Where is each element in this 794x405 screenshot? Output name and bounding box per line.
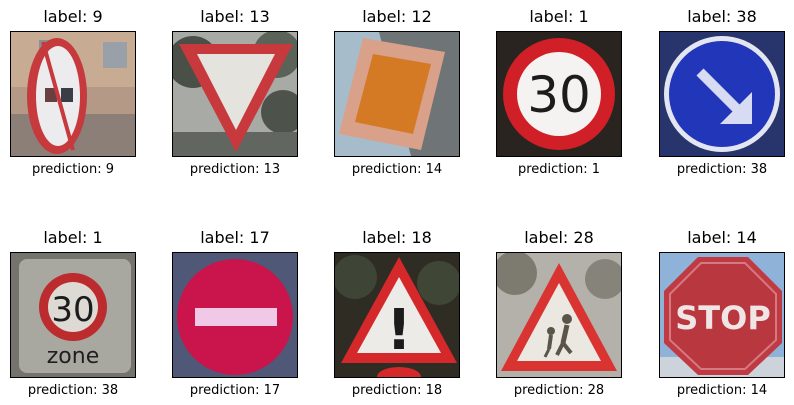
- true-label: label: 38: [687, 7, 757, 26]
- prediction-label: prediction: 17: [189, 383, 281, 398]
- prediction-label: prediction: 38: [27, 383, 119, 398]
- true-label: label: 9: [43, 7, 103, 26]
- sign-image: [496, 252, 622, 378]
- general-caution-sign-icon: !: [335, 253, 459, 377]
- zone-text: zone: [47, 344, 100, 369]
- prediction-label: prediction: 18: [351, 383, 443, 398]
- sign-image: 30 zone: [10, 252, 136, 378]
- sign-image: 30: [496, 31, 622, 157]
- no-entry-sign-icon: [173, 253, 297, 377]
- sign-image: STOP: [659, 252, 785, 378]
- keep-right-sign-icon: [660, 32, 784, 156]
- prediction-label: prediction: 9: [31, 162, 114, 177]
- true-label: label: 18: [362, 228, 432, 247]
- sign-image: [334, 31, 460, 157]
- sign-image: [659, 31, 785, 157]
- stop-sign-icon: STOP: [660, 253, 784, 377]
- sign-text: STOP: [675, 299, 771, 337]
- true-label: label: 28: [524, 228, 594, 247]
- sign-text: 30: [51, 290, 94, 330]
- speed-limit-30-zone-sign-icon: 30 zone: [11, 253, 135, 377]
- true-label: label: 13: [200, 7, 270, 26]
- children-crossing-sign-icon: [497, 253, 621, 377]
- true-label: label: 1: [529, 7, 589, 26]
- sign-image: !: [334, 252, 460, 378]
- no-overtaking-trucks-sign-icon: [11, 32, 135, 156]
- true-label: label: 14: [687, 228, 757, 247]
- true-label: label: 12: [362, 7, 432, 26]
- sign-image: [172, 31, 298, 157]
- true-label: label: 1: [43, 228, 103, 247]
- yield-sign-icon: [173, 32, 297, 156]
- sign-text: 30: [527, 66, 591, 124]
- prediction-label: prediction: 14: [676, 383, 768, 398]
- prediction-label: prediction: 28: [513, 383, 605, 398]
- prediction-label: prediction: 14: [351, 162, 443, 177]
- prediction-label: prediction: 13: [189, 162, 281, 177]
- sign-image: [10, 31, 136, 157]
- sign-text: !: [386, 298, 412, 363]
- prediction-label: prediction: 1: [517, 162, 600, 177]
- true-label: label: 17: [200, 228, 270, 247]
- priority-road-sign-icon: [335, 32, 459, 156]
- prediction-label: prediction: 38: [676, 162, 768, 177]
- sign-image: [172, 252, 298, 378]
- speed-limit-30-sign-icon: 30: [497, 32, 621, 156]
